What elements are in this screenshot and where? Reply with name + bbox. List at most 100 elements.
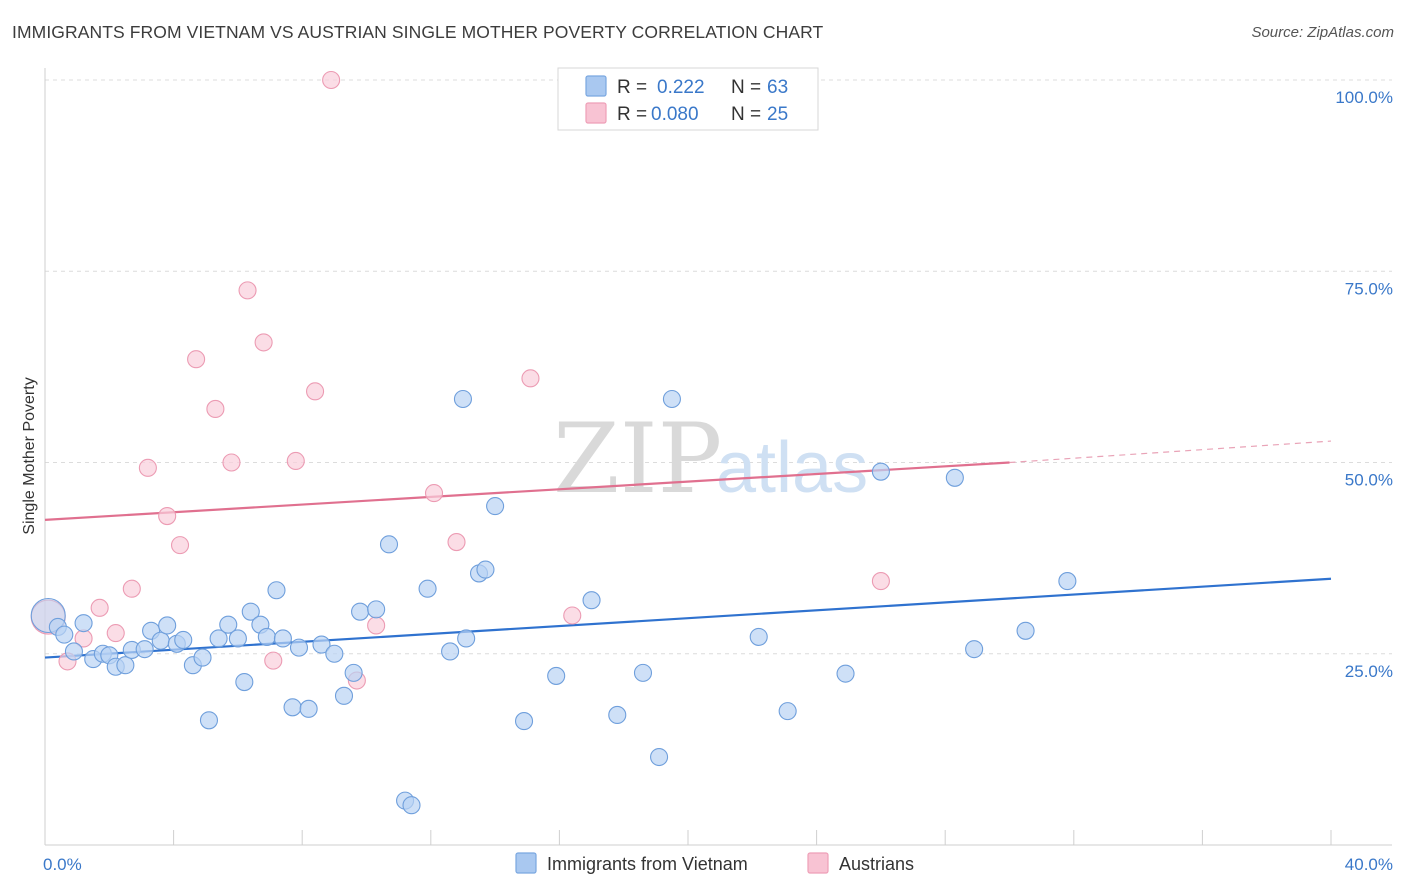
point-vietnam-38 — [379, 535, 399, 554]
point-austrians-3 — [90, 598, 109, 617]
point-austrians-7 — [158, 506, 177, 526]
y-tick-label-2: 75.0% — [1345, 279, 1393, 298]
point-austrians-4 — [106, 624, 125, 643]
point-vietnam-41 — [418, 579, 437, 598]
point-vietnam-27 — [267, 581, 286, 600]
point-austrians-17 — [322, 70, 341, 90]
x-tick-labels: 0.0% 40.0% — [43, 855, 1393, 874]
x-tick-label-0: 0.0% — [43, 855, 82, 874]
series-legend-label-vietnam: Immigrants from Vietnam — [547, 854, 748, 874]
point-austrians-9 — [187, 350, 206, 369]
axes — [44, 68, 1392, 846]
point-vietnam-51 — [608, 705, 627, 725]
point-vietnam-61 — [1016, 621, 1035, 640]
point-vietnam-53 — [650, 747, 669, 767]
point-austrians-15 — [286, 451, 305, 471]
legend-r-value-austrians: 0.080 — [651, 104, 699, 125]
point-vietnam-14 — [158, 616, 177, 635]
point-vietnam-57 — [836, 664, 855, 683]
point-vietnam-47 — [457, 629, 476, 648]
point-vietnam-29 — [283, 698, 302, 717]
series-legend: Immigrants from Vietnam Austrians — [515, 852, 914, 874]
point-vietnam-48 — [514, 712, 534, 731]
point-vietnam-42 — [441, 642, 460, 661]
point-austrians-14 — [264, 651, 283, 670]
y-tick-labels: 25.0% 50.0% 75.0% 100.0% — [1335, 88, 1393, 681]
point-vietnam-55 — [749, 627, 768, 646]
legend-r-value-vietnam: 0.222 — [657, 77, 705, 98]
point-vietnam-49 — [547, 666, 566, 685]
point-vietnam-56 — [778, 702, 797, 721]
point-austrians-19 — [367, 616, 386, 635]
point-vietnam-32 — [312, 635, 331, 654]
series-legend-label-austrians: Austrians — [839, 854, 914, 874]
point-austrians-6 — [138, 458, 157, 477]
point-vietnam-23 — [235, 673, 254, 692]
point-vietnam-43 — [453, 389, 473, 409]
legend-n-value-vietnam: 63 — [767, 77, 788, 98]
x-tick-label-1: 40.0% — [1345, 855, 1393, 874]
point-vietnam-22 — [228, 629, 247, 648]
point-vietnam-54 — [662, 389, 681, 409]
point-vietnam-11 — [135, 640, 154, 659]
watermark-zip: ZIP — [553, 403, 722, 515]
point-vietnam-50 — [582, 591, 601, 610]
point-vietnam-33 — [325, 644, 344, 663]
point-vietnam-24 — [241, 602, 260, 621]
trend-line-austrians-extension — [1009, 440, 1332, 464]
point-austrians-23 — [563, 606, 582, 625]
point-vietnam-36 — [351, 602, 370, 621]
source-label: Source: ZipAtlas.com — [1251, 24, 1394, 41]
point-vietnam-62 — [1058, 572, 1077, 591]
point-austrians-22 — [521, 369, 540, 388]
point-vietnam-34 — [334, 686, 354, 705]
point-austrians-16 — [306, 382, 325, 401]
y-tick-label-3: 100.0% — [1335, 88, 1393, 107]
y-tick-label-0: 25.0% — [1345, 662, 1393, 681]
point-vietnam-19 — [199, 711, 219, 730]
legend-n-value-austrians: 25 — [767, 104, 788, 125]
point-vietnam-13 — [151, 631, 170, 650]
point-vietnam-58 — [871, 462, 890, 481]
data-points — [30, 70, 1077, 815]
point-vietnam-35 — [344, 663, 363, 682]
point-vietnam-26 — [257, 627, 276, 646]
legend-n-label-austrians: N = — [731, 104, 761, 125]
legend-r-label-vietnam: R = — [617, 77, 647, 98]
point-austrians-21 — [447, 533, 466, 552]
trend-line-austrians — [44, 461, 1010, 521]
point-austrians-24 — [871, 572, 890, 591]
y-tick-label-1: 50.0% — [1345, 471, 1393, 490]
series-legend-swatch-austrians — [807, 852, 829, 874]
point-vietnam-20 — [209, 629, 228, 648]
point-vietnam-9 — [116, 656, 135, 675]
watermark-atlas: atlas — [716, 428, 868, 508]
y-axis-title: Single Mother Poverty — [21, 377, 38, 534]
legend-swatch-vietnam — [585, 75, 607, 97]
point-vietnam-60 — [965, 640, 984, 659]
point-austrians-12 — [238, 281, 257, 300]
trend-lines — [44, 440, 1332, 659]
point-austrians-8 — [170, 536, 190, 555]
series-legend-swatch-vietnam — [515, 852, 537, 874]
point-vietnam-2 — [55, 625, 74, 644]
point-vietnam-16 — [174, 630, 193, 650]
point-vietnam-31 — [299, 699, 318, 718]
point-vietnam-28 — [273, 629, 292, 648]
point-vietnam-21 — [219, 615, 238, 634]
point-vietnam-18 — [193, 648, 212, 667]
legend-n-label-vietnam: N = — [731, 77, 761, 98]
point-vietnam-59 — [945, 468, 964, 487]
point-vietnam-30 — [289, 638, 309, 657]
point-vietnam-4 — [74, 614, 93, 633]
point-austrians-13 — [254, 333, 273, 352]
chart-title: IMMIGRANTS FROM VIETNAM VS AUSTRIAN SING… — [12, 22, 824, 42]
point-vietnam-3 — [64, 642, 83, 661]
gridlines — [45, 79, 1392, 655]
point-austrians-10 — [206, 399, 225, 419]
trend-line-vietnam — [44, 577, 1332, 659]
legend-swatch-austrians — [585, 102, 607, 124]
legend-r-label-austrians: R = — [617, 104, 647, 125]
point-vietnam-37 — [367, 600, 386, 619]
